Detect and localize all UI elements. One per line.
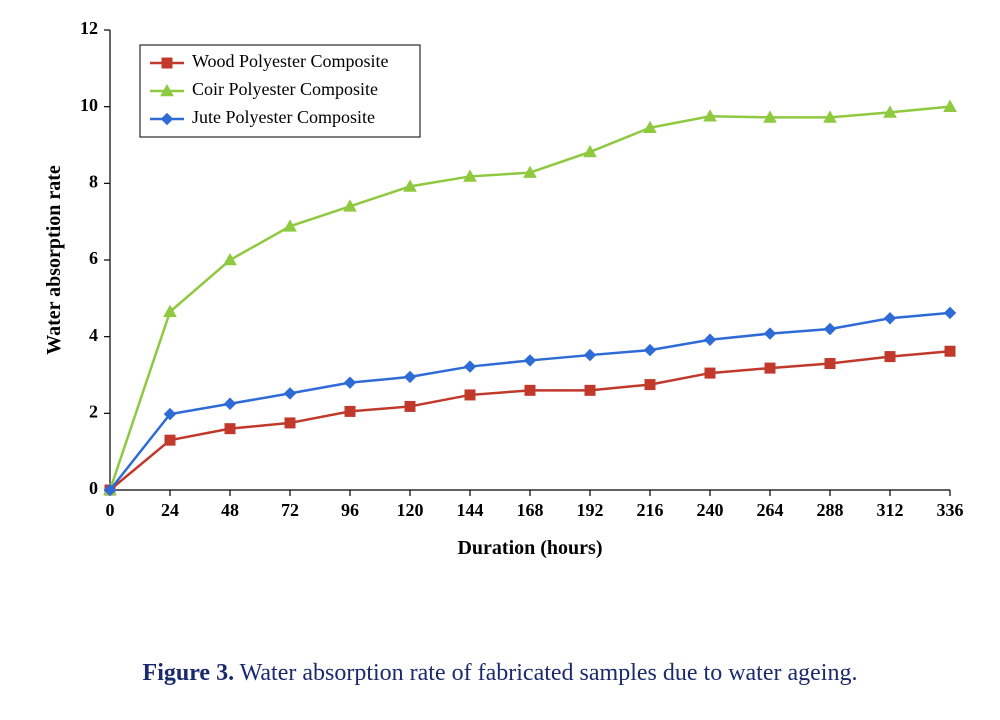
svg-text:0: 0 bbox=[106, 500, 115, 520]
svg-text:12: 12 bbox=[80, 18, 98, 38]
svg-text:6: 6 bbox=[89, 248, 98, 268]
caption-rest: Water absorption rate of fabricated samp… bbox=[234, 660, 857, 686]
chart-svg: 0246810120244872961201441681922162402642… bbox=[30, 10, 970, 610]
svg-text:240: 240 bbox=[697, 500, 724, 520]
svg-text:216: 216 bbox=[637, 500, 664, 520]
svg-text:8: 8 bbox=[89, 171, 98, 191]
svg-text:Duration (hours): Duration (hours) bbox=[457, 537, 602, 559]
svg-text:192: 192 bbox=[577, 500, 604, 520]
svg-text:0: 0 bbox=[89, 478, 98, 498]
svg-text:120: 120 bbox=[397, 500, 424, 520]
caption-bold: Figure 3. bbox=[143, 660, 235, 686]
svg-text:336: 336 bbox=[937, 500, 964, 520]
svg-text:10: 10 bbox=[80, 95, 98, 115]
svg-text:48: 48 bbox=[221, 500, 239, 520]
svg-text:72: 72 bbox=[281, 500, 299, 520]
svg-text:96: 96 bbox=[341, 500, 359, 520]
svg-text:Jute Polyester Composite: Jute Polyester Composite bbox=[192, 107, 375, 127]
svg-text:144: 144 bbox=[457, 500, 484, 520]
svg-text:Wood Polyester Composite: Wood Polyester Composite bbox=[192, 51, 389, 71]
svg-text:168: 168 bbox=[517, 500, 544, 520]
svg-text:Water absorption rate: Water absorption rate bbox=[43, 165, 65, 355]
svg-text:2: 2 bbox=[89, 401, 98, 421]
svg-text:24: 24 bbox=[161, 500, 179, 520]
svg-text:264: 264 bbox=[757, 500, 784, 520]
svg-text:312: 312 bbox=[877, 500, 904, 520]
legend: Wood Polyester Composite Coir Polyester C… bbox=[140, 45, 420, 137]
page: 0246810120244872961201441681922162402642… bbox=[0, 0, 1000, 720]
svg-text:288: 288 bbox=[817, 500, 844, 520]
figure-caption: Figure 3. Water absorption rate of fabri… bbox=[0, 660, 1000, 687]
svg-text:Coir Polyester Composite: Coir Polyester Composite bbox=[192, 79, 378, 99]
water-absorption-chart: 0246810120244872961201441681922162402642… bbox=[30, 10, 970, 610]
svg-text:4: 4 bbox=[89, 325, 98, 345]
